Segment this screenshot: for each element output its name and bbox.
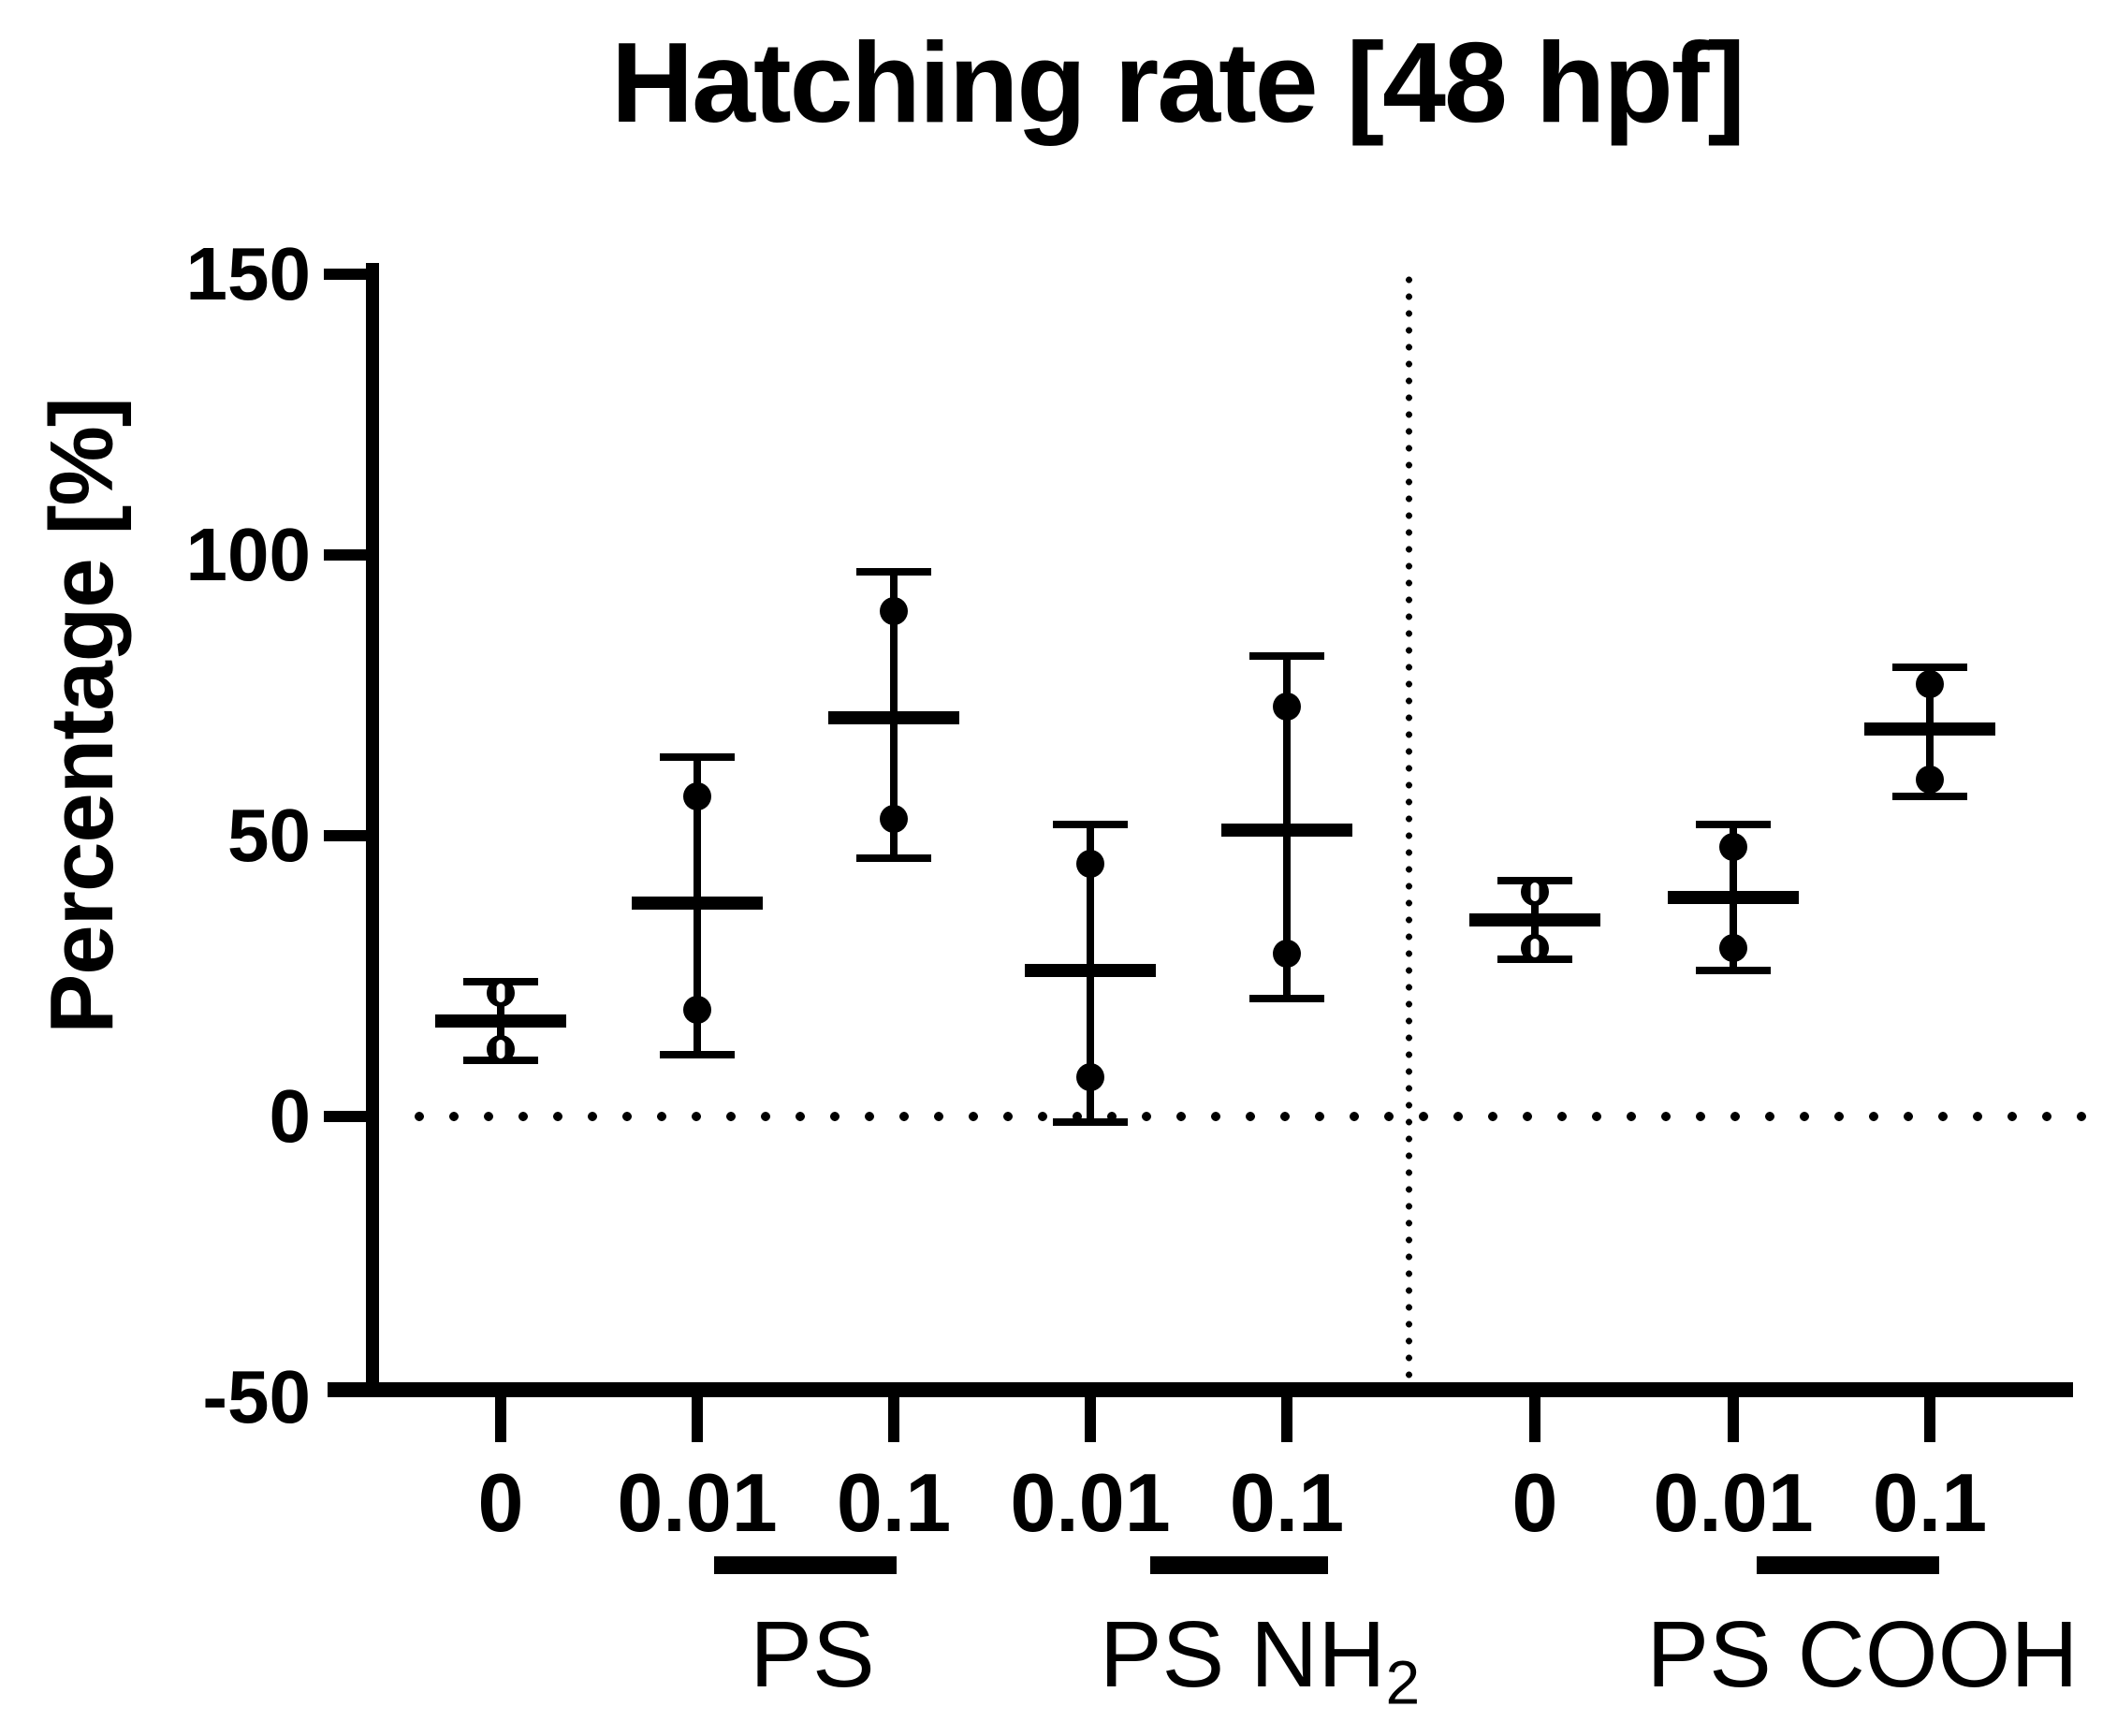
mean-bar <box>828 711 959 724</box>
data-point <box>1719 833 1747 861</box>
x-axis-line <box>328 1382 2073 1397</box>
x-axis-tick <box>1924 1397 1935 1442</box>
group-underline <box>714 1556 897 1574</box>
error-cap-top <box>856 568 931 576</box>
error-cap-bottom <box>1696 967 1771 974</box>
group-underline <box>1150 1556 1328 1574</box>
error-cap-top <box>1892 664 1967 671</box>
group-label: PS NH2 <box>1100 1608 1420 1713</box>
marker-slit <box>496 1040 505 1058</box>
y-tick-label: -50 <box>202 1355 311 1438</box>
error-cap-bottom <box>856 854 931 862</box>
error-cap-top <box>1053 821 1128 828</box>
marker-slit <box>1530 883 1540 901</box>
data-point <box>1273 693 1301 721</box>
mean-bar <box>435 1014 566 1028</box>
x-axis-tick <box>1529 1397 1540 1442</box>
x-axis-tick <box>495 1397 506 1442</box>
chart-title: Hatching rate [48 hpf] <box>610 19 1745 146</box>
error-cap-top <box>1249 652 1324 660</box>
x-axis-tick <box>1728 1397 1739 1442</box>
error-cap-top <box>1696 821 1771 828</box>
mean-bar <box>632 897 763 910</box>
group-label: PS <box>750 1608 874 1701</box>
section-divider-dotted <box>1406 271 1412 1382</box>
mean-bar <box>1469 913 1600 926</box>
data-point <box>1916 766 1944 794</box>
x-tick-label: 0.01 <box>1010 1456 1171 1549</box>
data-point <box>1916 670 1944 698</box>
y-tick-label: 50 <box>227 794 311 877</box>
group-label-text: PS NH <box>1099 1602 1386 1707</box>
y-axis-tick <box>324 830 372 841</box>
x-axis-tick <box>888 1397 899 1442</box>
x-tick-label: 0.1 <box>1229 1456 1345 1549</box>
y-tick-label: 0 <box>269 1074 312 1158</box>
data-point <box>487 1035 515 1063</box>
mean-bar <box>1668 891 1799 904</box>
group-label-text: PS <box>750 1602 875 1707</box>
group-underline <box>1757 1556 1939 1574</box>
x-axis-tick <box>692 1397 703 1442</box>
x-tick-label: 0.1 <box>1872 1456 1988 1549</box>
y-axis-tick <box>324 1111 372 1122</box>
marker-slit <box>1530 939 1540 957</box>
y-axis-tick <box>324 549 372 561</box>
marker-slit <box>496 984 505 1002</box>
error-cap-top <box>660 753 735 761</box>
mean-bar <box>1221 824 1352 837</box>
x-tick-label: 0.01 <box>1653 1456 1814 1549</box>
data-point <box>1076 1063 1104 1091</box>
group-label-subscript: 2 <box>1385 1647 1421 1717</box>
x-tick-label: 0.1 <box>836 1456 952 1549</box>
x-tick-label: 0 <box>477 1456 524 1549</box>
data-point <box>1521 934 1549 962</box>
error-cap-bottom <box>660 1051 735 1058</box>
zero-baseline-dotted <box>402 1112 2087 1121</box>
error-cap-bottom <box>1053 1118 1128 1126</box>
data-point <box>683 996 711 1024</box>
y-tick-label: 150 <box>185 232 311 315</box>
x-axis-tick <box>1281 1397 1292 1442</box>
x-tick-label: 0.01 <box>617 1456 778 1549</box>
group-label-text: PS COOH <box>1646 1602 2079 1707</box>
data-point <box>683 782 711 810</box>
mean-bar <box>1864 722 1995 736</box>
data-point <box>880 597 908 625</box>
data-point <box>1719 934 1747 962</box>
error-cap-bottom <box>1249 995 1324 1002</box>
mean-bar <box>1025 964 1156 977</box>
data-point <box>880 805 908 833</box>
x-tick-label: 0 <box>1511 1456 1558 1549</box>
y-tick-label: 100 <box>185 513 311 596</box>
data-point <box>1273 940 1301 968</box>
group-label: PS COOH <box>1646 1608 2078 1701</box>
y-axis-tick <box>324 269 372 280</box>
data-point <box>1076 850 1104 878</box>
data-point <box>487 979 515 1007</box>
x-axis-tick <box>1085 1397 1096 1442</box>
error-cap-bottom <box>1892 793 1967 800</box>
data-point <box>1521 878 1549 906</box>
